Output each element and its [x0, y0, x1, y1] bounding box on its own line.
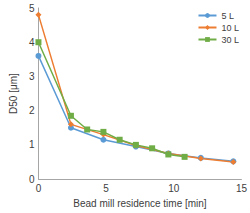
svg-text:10: 10: [168, 183, 180, 194]
svg-text:4: 4: [29, 37, 35, 48]
svg-text:Bead mill residence time [min]: Bead mill residence time [min]: [73, 198, 207, 209]
svg-text:10 L: 10 L: [221, 23, 239, 33]
svg-text:0: 0: [36, 183, 42, 194]
svg-text:3: 3: [29, 71, 35, 82]
svg-text:1: 1: [29, 139, 35, 150]
svg-text:0: 0: [29, 174, 35, 185]
svg-text:5: 5: [103, 183, 109, 194]
svg-text:5: 5: [29, 3, 35, 14]
svg-text:2: 2: [29, 105, 35, 116]
svg-text:15: 15: [236, 183, 248, 194]
svg-text:30 L: 30 L: [221, 35, 239, 45]
svg-text:5 L: 5 L: [221, 11, 234, 21]
svg-text:D50 [μm]: D50 [μm]: [8, 73, 19, 114]
